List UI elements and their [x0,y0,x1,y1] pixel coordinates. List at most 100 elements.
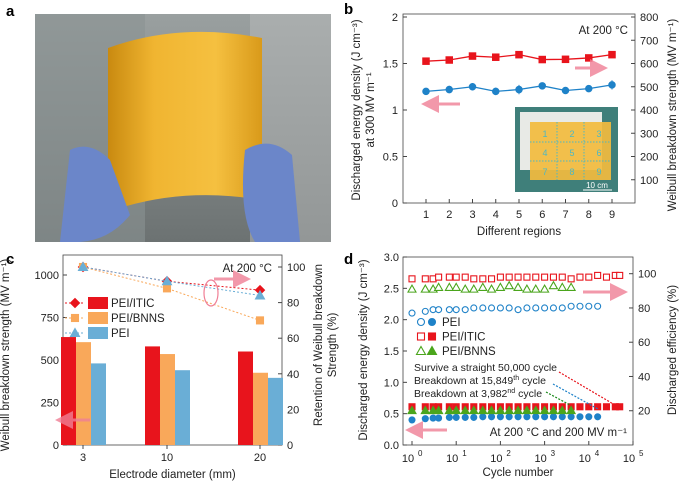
inset-scale-label: 10 cm [586,181,608,190]
retention-point [77,261,89,272]
bar-pei-bnns [76,342,91,445]
x-tick-label: 8 [586,209,592,221]
x-axis-title: Cycle number [483,467,554,479]
breakdown-pointer-arrow [552,383,599,410]
x-tick-label: 6 [539,209,545,221]
x-tick-label: 10 [623,453,635,465]
inset-region-label: 6 [596,148,601,158]
panel-label-a: a [6,3,15,20]
energy-point [602,403,611,411]
inset-region-label: 4 [542,148,547,158]
efficiency-point [530,284,541,293]
y-tick-label: 500 [41,355,59,367]
energy-point [566,405,577,415]
data-point [538,55,546,64]
efficiency-point [444,282,455,291]
inset-photo: 1 2 3 4 5 6 7 8 9 10 cm [515,107,618,192]
efficiency-point [479,275,487,283]
y2-tick-label: 100 [638,269,656,281]
y-tick-label: 250 [41,398,59,410]
energy-point [576,403,584,411]
retention-point [254,289,266,300]
y-tick-label: 0 [53,440,59,452]
efficiency-point [487,275,496,283]
legend-filled-marker [427,317,437,327]
x-tick-label: 20 [254,452,266,464]
efficiency-point [541,273,549,281]
efficiency-point [585,302,593,310]
energy-point [513,405,524,415]
y-tick-label: 1 [392,105,398,117]
x-tick-exponent: 2 [506,449,511,458]
y2-tick-label: 600 [640,59,658,71]
x-tick-label: 3 [469,209,475,221]
energy-point [461,413,469,421]
x-tick-label: 10 [490,453,502,465]
film-photo [35,14,331,242]
energy-point [532,413,540,421]
y2-tick-label: 800 [640,12,658,24]
inset-region-label: 7 [542,167,547,177]
bar-pei [91,363,106,445]
efficiency-point [532,304,540,312]
efficiency-point [521,284,532,293]
panel-label-d: d [344,251,353,268]
y2-tick-label: 200 [640,152,658,164]
efficiency-point [445,273,453,281]
data-point [491,53,500,61]
inset-region-label: 2 [569,129,574,139]
y2-tick-label: 100 [640,175,658,187]
efficiency-point [541,304,549,312]
energy-point [479,413,487,421]
efficiency-point [477,282,488,291]
y2-tick-label: 20 [638,406,650,418]
efficiency-point [566,282,577,291]
efficiency-point [461,273,469,281]
x-tick-label: 5 [516,209,522,221]
energy-point [496,413,504,421]
y2-tick-label: 300 [640,128,658,140]
legend-label: PEI/BNNS [111,313,165,325]
legend-open-marker [416,332,426,341]
cycle-note: Breakdown at 15,849th cycle [414,375,546,387]
inset-region-label: 8 [569,167,574,177]
y-tick-label: 2.0 [384,315,399,327]
legend-marker [69,297,81,309]
data-point [422,57,430,65]
efficiency-point [460,284,471,293]
energy-point [616,403,624,411]
energy-point [407,405,417,415]
cycle-note: Survive a straight 50,000 cycle [414,362,557,374]
inset-region-label: 9 [596,167,601,177]
y2-tick-label: 700 [640,35,658,47]
condition-annotation: At 200 °C and 200 MV m⁻¹ [490,427,627,439]
efficiency-point [435,306,443,314]
energy-point [576,413,584,421]
y-axis-title: Weibull breakdown strength (MV m⁻¹) [0,259,12,452]
x-tick-exponent: 0 [418,449,423,458]
bar-pei-itic [238,351,253,445]
x-tick-exponent: 3 [551,449,556,458]
data-point [608,81,616,89]
data-point [538,82,546,90]
energy-point [487,413,496,421]
x-tick-label: 9 [609,209,615,221]
efficiency-point [539,284,550,293]
efficiency-point [468,284,479,293]
data-point [445,56,453,64]
efficiency-point [487,304,496,312]
y-axis-title: Discharged energy density (J cm⁻³) [358,259,370,440]
efficiency-point [452,273,460,281]
data-point [608,50,616,59]
retention-line [82,266,261,321]
efficiency-point [496,304,504,312]
energy-point [452,413,460,421]
efficiency-point [421,307,429,315]
energy-point [514,413,522,421]
efficiency-point [470,275,478,283]
energy-point [541,413,549,421]
y-axis-title: Discharged energy density (J cm⁻³) [351,19,363,200]
energy-point [521,405,532,415]
y2-tick-label: 60 [638,337,650,349]
bar-pei-bnns [253,372,268,445]
